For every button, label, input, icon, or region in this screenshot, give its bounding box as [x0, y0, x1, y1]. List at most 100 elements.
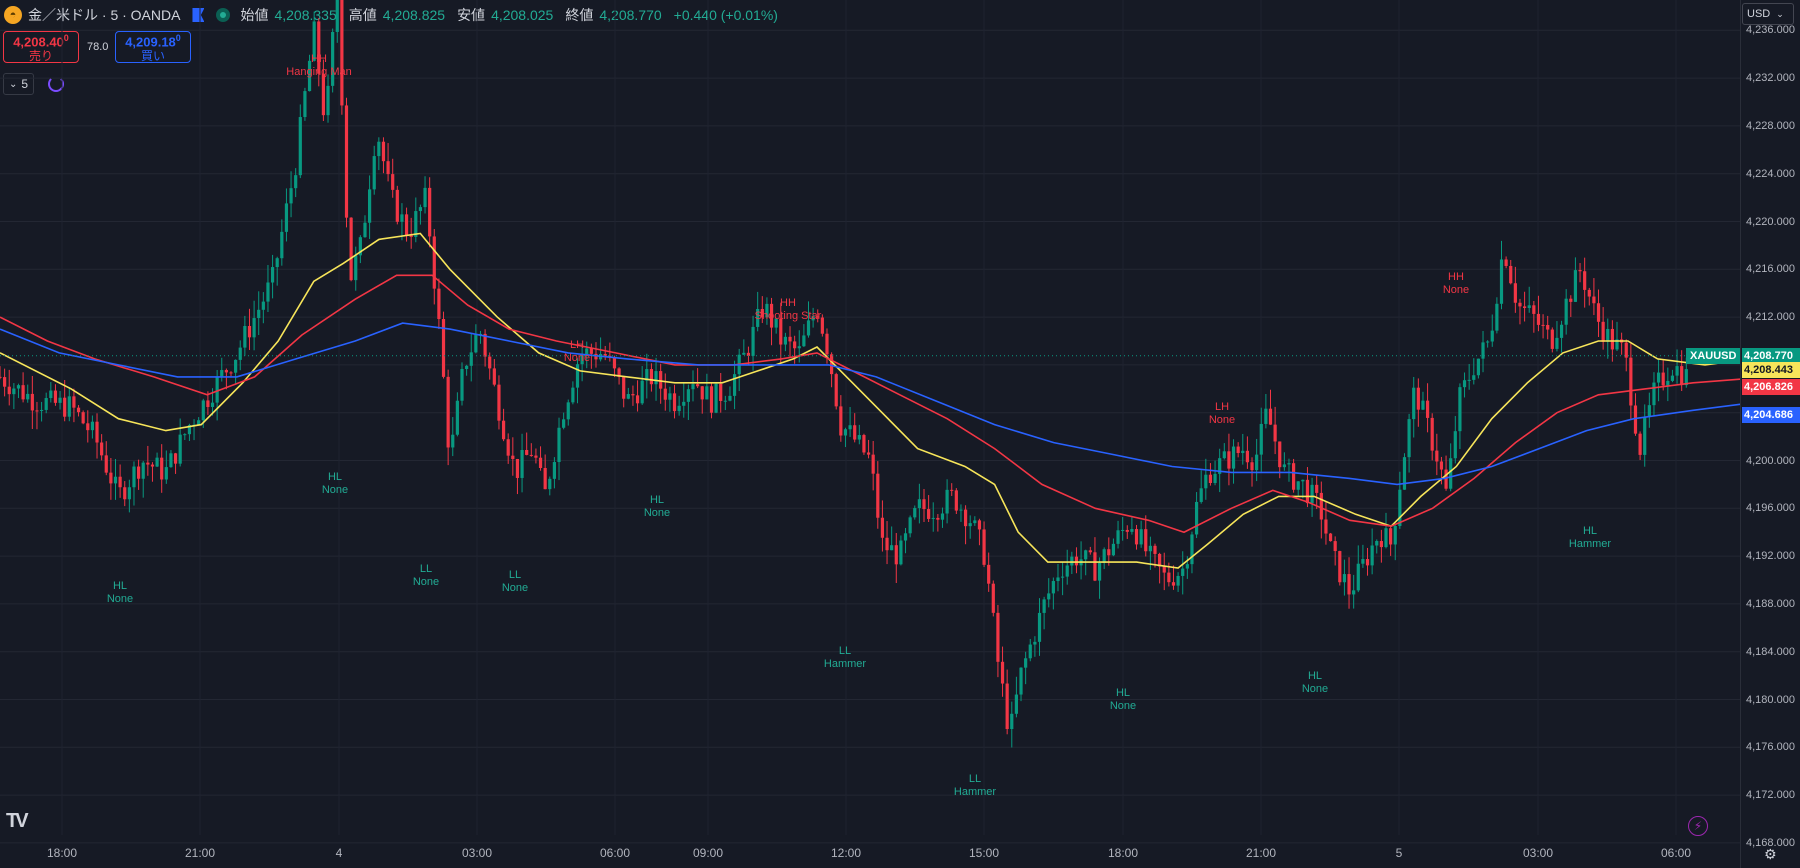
candle	[940, 507, 945, 528]
price-chart[interactable]	[0, 0, 1740, 868]
candle	[386, 143, 390, 182]
candle	[529, 443, 533, 457]
candle	[16, 383, 21, 399]
candle	[1282, 452, 1286, 471]
sell-button[interactable]: 4,208.400 売り	[3, 31, 79, 63]
time-tick-label: 15:00	[968, 846, 1000, 860]
symbol-price-tag: XAUUSD	[1686, 347, 1741, 364]
swing-type: HL	[1307, 670, 1323, 682]
symbol-title[interactable]: 金／米ドル · 5 · OANDA	[28, 7, 181, 23]
candle	[839, 395, 843, 442]
candle	[834, 372, 838, 410]
candle	[903, 527, 908, 554]
interval-toggle[interactable]: ⌄ 5	[3, 73, 35, 95]
candle	[1028, 638, 1032, 662]
candle	[1088, 546, 1092, 555]
candle	[1647, 392, 1651, 428]
candle	[1125, 525, 1129, 539]
candle	[1670, 369, 1675, 383]
candle	[732, 360, 737, 410]
candle	[67, 387, 71, 422]
candle	[1490, 314, 1494, 347]
candle	[81, 410, 85, 425]
candle	[1227, 433, 1231, 486]
swing-annotation: LL None	[502, 569, 528, 595]
low-label: 安値	[457, 7, 486, 23]
candle	[1065, 549, 1069, 585]
candle	[899, 535, 903, 566]
refresh-icon[interactable]	[48, 76, 65, 92]
currency-selector[interactable]: USD ⌄	[1742, 3, 1794, 25]
candle	[423, 176, 427, 214]
candle	[871, 441, 875, 491]
swing-annotation: LH None	[1209, 401, 1235, 427]
candle	[987, 552, 991, 592]
candle	[1467, 364, 1471, 390]
candle	[1564, 289, 1568, 335]
candle	[86, 410, 90, 443]
swing-annotation: LL None	[413, 563, 439, 589]
price-scale[interactable]	[1740, 0, 1800, 868]
candle	[441, 311, 446, 379]
candle	[1578, 263, 1582, 283]
flag-icon[interactable]	[192, 8, 205, 22]
low-value: 4,208.025	[491, 7, 554, 23]
candle	[1199, 470, 1203, 504]
spread-value: 78.0	[87, 41, 109, 53]
candle	[289, 171, 293, 218]
candle	[497, 375, 501, 430]
candle	[1079, 541, 1083, 580]
candle	[215, 369, 219, 421]
candle	[1134, 524, 1139, 550]
price-tick-label: 4,224.000	[1746, 167, 1795, 180]
candle	[1051, 577, 1055, 610]
candle	[1352, 574, 1356, 609]
candle	[257, 291, 261, 335]
candle	[137, 459, 141, 490]
candle	[1624, 339, 1628, 372]
candle	[1606, 318, 1610, 359]
candle	[368, 175, 372, 239]
buy-button[interactable]: 4,209.180 買い	[115, 31, 191, 63]
candle	[1509, 259, 1513, 285]
market-status-icon	[216, 8, 231, 22]
open-label: 始値	[240, 7, 269, 23]
candle	[1476, 358, 1480, 379]
candle	[1518, 298, 1522, 325]
candle	[1061, 561, 1065, 596]
candle	[39, 401, 44, 422]
tradingview-logo-icon[interactable]: TV	[6, 810, 28, 832]
candle	[1361, 544, 1365, 568]
time-tick-label: 21:00	[1245, 846, 1277, 860]
candle	[557, 417, 561, 481]
swing-type: LL	[838, 645, 852, 657]
candle	[936, 514, 940, 532]
candle	[501, 408, 506, 442]
candle	[1675, 349, 1679, 384]
candle	[548, 476, 552, 496]
candle	[160, 444, 164, 493]
gold-coin-icon: ◓	[4, 6, 22, 24]
candle	[3, 368, 7, 397]
candle	[709, 382, 714, 419]
candle	[261, 292, 265, 324]
candle	[1379, 529, 1383, 563]
candle	[663, 373, 667, 411]
candle	[1412, 376, 1416, 438]
swing-annotation: HH Hanging Man	[286, 53, 351, 79]
lightning-icon[interactable]: ⚡	[1688, 816, 1708, 836]
swing-annotation: HL None	[1110, 687, 1136, 713]
candle	[1310, 477, 1314, 517]
candle	[243, 315, 247, 356]
candle	[1144, 515, 1148, 557]
candle	[1319, 481, 1323, 539]
candle	[164, 450, 168, 484]
candle	[0, 366, 2, 380]
candle	[1102, 547, 1106, 570]
candle	[696, 368, 700, 389]
gear-icon[interactable]: ⚙	[1764, 846, 1777, 862]
moving-average-line-yellow	[0, 232, 1740, 569]
candle	[372, 145, 376, 195]
candle	[672, 384, 677, 419]
price-tick-label: 4,216.000	[1746, 263, 1795, 276]
